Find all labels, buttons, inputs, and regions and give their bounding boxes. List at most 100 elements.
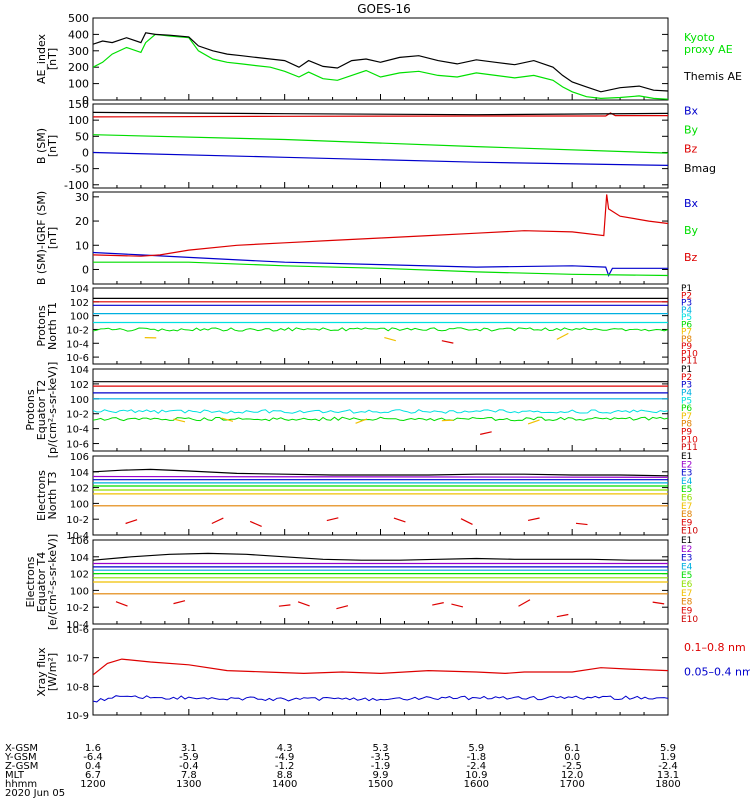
y-tick-label: 10-6 <box>66 353 89 364</box>
panel-8: 10-9 10-8 10-7 10-6 Xray flux[W/m²] 0.1–0.8 n… <box>35 625 750 722</box>
y-tick-label: 10-6 <box>66 625 89 636</box>
legend: Bx By Bz <box>684 197 699 264</box>
y-axis-label: [nT] <box>46 135 59 157</box>
x-axis-row-value: 13.1 <box>657 770 679 781</box>
series-p7-segment <box>441 419 454 422</box>
legend-label: E3 <box>681 554 692 564</box>
y-axis-label: North T3 <box>46 472 59 520</box>
x-axis-row-value: -1.8 <box>467 752 487 763</box>
series-e9-segment <box>652 601 665 605</box>
x-axis-row-value: 1.9 <box>660 752 676 763</box>
series-e9-segment <box>326 517 339 522</box>
y-tick-label: 0 <box>82 94 89 107</box>
y-tick-label: 10-8 <box>66 682 89 693</box>
legend-label: E6 <box>681 580 693 590</box>
x-axis-row-value: -1.2 <box>275 761 295 772</box>
series-p6 <box>93 327 668 332</box>
series-bx <box>93 251 668 278</box>
y-tick-label: 400 <box>68 28 89 41</box>
y-tick-label: 10-4 <box>66 531 89 542</box>
series-p6 <box>93 416 668 422</box>
legend-label: E8 <box>681 510 693 520</box>
y-axis-label: B (SM) <box>35 128 48 164</box>
series-p7-segment <box>221 417 234 422</box>
legend-label: P9 <box>681 342 692 352</box>
series-e9-segment <box>393 517 406 523</box>
legend-label: P5 <box>681 313 692 323</box>
legend-label: E1 <box>681 536 692 546</box>
legend-label: P11 <box>681 357 698 367</box>
x-axis-row-value: -5.9 <box>179 752 199 763</box>
y-tick-label: 100 <box>68 78 89 91</box>
series-e9-segment <box>211 517 224 525</box>
series-bx <box>93 151 668 166</box>
legend-label: E5 <box>681 485 692 495</box>
series-p7-segment <box>527 419 540 425</box>
plot-area <box>93 194 668 278</box>
panel-frame <box>92 17 669 101</box>
x-axis-row-value: 12.0 <box>561 770 583 781</box>
legend-label: P1 <box>681 365 692 375</box>
y-tick-label: 106 <box>70 452 89 463</box>
series-e2 <box>93 475 668 478</box>
legend-label: E10 <box>681 527 698 537</box>
legend-label: 0.05–0.4 nm <box>684 666 750 679</box>
x-axis-row-value: 4.3 <box>277 743 293 754</box>
series-e9-segment <box>336 605 349 610</box>
y-axis-label: AE_index <box>35 33 48 84</box>
x-axis-row-value: -2.4 <box>467 761 487 772</box>
legend-label: P1 <box>681 284 692 294</box>
plot-area <box>93 468 668 528</box>
plot-area <box>93 552 668 618</box>
legend-label: P4 <box>681 306 692 316</box>
y-axis-label: [nT] <box>46 227 59 249</box>
x-axis-row-value: -1.9 <box>371 761 391 772</box>
y-axis-label: Equator T2 <box>35 380 48 440</box>
x-axis-row-value: -3.5 <box>371 752 391 763</box>
panel-frame <box>92 628 669 716</box>
y-tick-label: 104 <box>70 468 89 479</box>
legend-label: E10 <box>681 615 698 625</box>
series-by <box>93 134 668 154</box>
legend-label: E7 <box>681 589 692 599</box>
x-axis-row-value: 5.3 <box>373 743 389 754</box>
plot-area <box>93 381 668 435</box>
panel-2: -100 -50 0 50 100 150 B (SM)[nT] Bx By Bz Bmag <box>35 98 716 192</box>
series-e9-segment <box>527 517 540 521</box>
y-tick-label: 100 <box>70 499 89 510</box>
y-tick-label: 0 <box>82 146 89 159</box>
y-tick-label: 10 <box>75 239 89 252</box>
series-e1 <box>93 468 668 477</box>
legend-label: E5 <box>681 571 692 581</box>
series-e9-segment <box>556 613 569 618</box>
legend-label: E7 <box>681 502 692 512</box>
series-bz <box>93 112 668 118</box>
legend-label: P2 <box>681 373 692 383</box>
series-p9-segment <box>441 340 454 344</box>
series-e9-segment <box>249 520 262 528</box>
legend-label: P7 <box>681 412 692 422</box>
x-axis-row-label: X-GSM <box>5 743 38 754</box>
legend-label: E9 <box>681 606 693 616</box>
y-tick-label: 10-7 <box>66 654 89 665</box>
x-axis-ephemeris-table: X-GSM 1.6 3.1 4.3 5.3 5.9 6.1 5.9Y-GSM -6.4 -5.9-… <box>4 743 681 799</box>
y-tick-label: -50 <box>71 163 89 176</box>
legend-label: Bmag <box>684 162 716 175</box>
legend-label: 0.1–0.8 nm <box>684 641 746 654</box>
y-tick-label: 100 <box>70 395 89 406</box>
y-tick-label: 50 <box>75 130 89 143</box>
legend-label: P10 <box>681 349 698 359</box>
x-axis-row-label: hhmm <box>5 779 37 790</box>
y-axis-label: North T1 <box>46 302 59 350</box>
y-tick-label: 10-4 <box>66 620 89 631</box>
series-e9-segment <box>432 602 444 606</box>
series-e1 <box>93 552 668 561</box>
y-tick-label: 102 <box>70 570 89 581</box>
series-e9-segment <box>115 601 128 607</box>
